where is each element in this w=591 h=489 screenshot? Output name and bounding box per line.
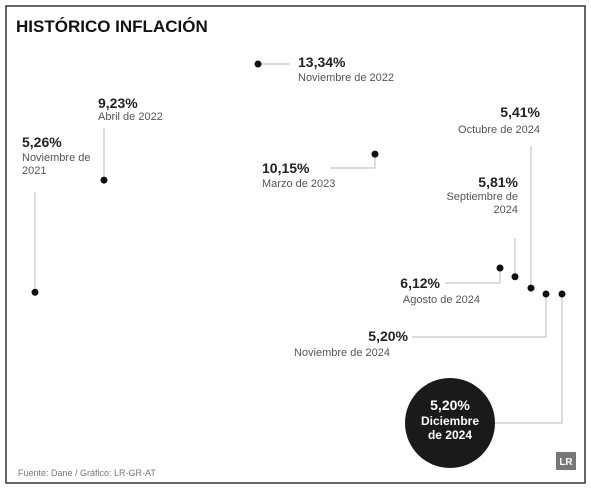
date-label: Noviembre de 2021 xyxy=(22,152,91,177)
value-label: 6,12% xyxy=(400,275,440,291)
source: Fuente: Dane / Gráfico: LR-GR-AT xyxy=(18,468,156,478)
data-point xyxy=(100,176,108,184)
value-label: 10,15% xyxy=(262,160,310,176)
logo: LR xyxy=(559,457,573,468)
date-label: Abril de 2022 xyxy=(98,111,163,123)
date-label: Diciembre de 2024 xyxy=(420,414,480,442)
data-point xyxy=(496,264,504,272)
highlight-circle xyxy=(405,378,495,468)
data-point xyxy=(542,290,550,298)
connector xyxy=(330,154,376,169)
date-label: Marzo de 2023 xyxy=(262,178,336,190)
data-point xyxy=(527,284,535,292)
data-point xyxy=(254,60,262,68)
frame xyxy=(5,5,586,484)
value-label: 5,26% xyxy=(22,134,62,150)
data-point xyxy=(558,290,566,298)
data-point xyxy=(511,273,519,281)
value-label: 13,34% xyxy=(298,54,346,70)
date-label: Agosto de 2024 xyxy=(402,294,480,306)
date-label: Noviembre de 2024 xyxy=(293,347,390,359)
chart-title: HISTÓRICO INFLACIÓN xyxy=(16,17,208,36)
connector xyxy=(445,268,501,284)
data-point xyxy=(371,150,379,158)
logo-box xyxy=(556,452,576,470)
date-label: Octubre de 2024 xyxy=(458,124,540,136)
data-point xyxy=(31,288,39,296)
value-label: 5,41% xyxy=(500,104,540,120)
date-label: Noviembre de 2022 xyxy=(298,72,395,84)
date-label: Septiembre de 2024 xyxy=(446,191,518,216)
value-label: 9,23% xyxy=(98,95,138,111)
connector xyxy=(412,294,547,338)
value-label: 5,20% xyxy=(430,397,470,413)
value-label: 5,20% xyxy=(368,328,408,344)
connector xyxy=(495,294,563,424)
value-label: 5,81% xyxy=(478,174,518,190)
